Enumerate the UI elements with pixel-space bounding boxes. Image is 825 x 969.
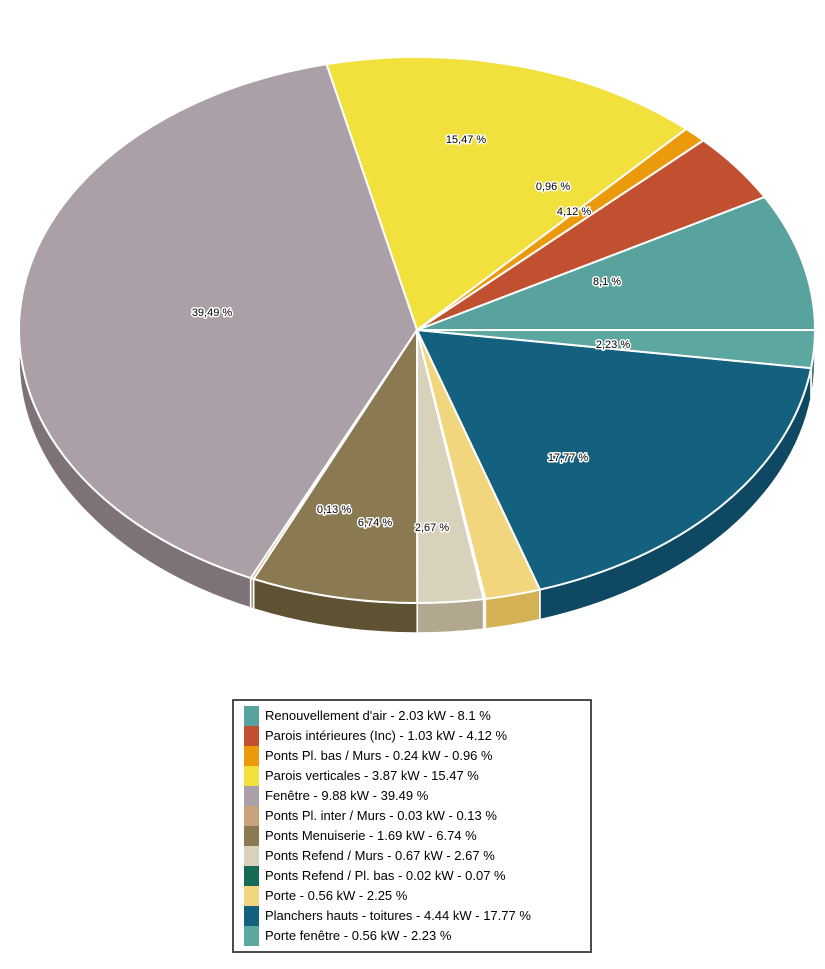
legend-label-ponts-refend-murs: Ponts Refend / Murs - 0.67 kW - 2.67 %	[265, 848, 495, 863]
legend-item-parois-verticales[interactable]: Parois verticales - 3.87 kW - 15.47 %	[244, 766, 582, 786]
legend-label-ponts-pl-inter-murs: Ponts Pl. inter / Murs - 0.03 kW - 0.13 …	[265, 808, 497, 823]
pie-slice-planchers-hauts-toitures[interactable]	[416, 329, 813, 591]
legend-item-parois-interieures[interactable]: Parois intérieures (Inc) - 1.03 kW - 4.1…	[244, 726, 582, 746]
pie-label-fenetre: 39,49 %	[192, 307, 233, 319]
legend-swatch-ponts-pl-bas-murs	[244, 746, 259, 766]
legend-item-fenetre[interactable]: Fenêtre - 9.88 kW - 39.49 %	[244, 786, 582, 806]
legend-item-porte[interactable]: Porte - 0.56 kW - 2.25 %	[244, 886, 582, 906]
legend-label-porte-fenetre: Porte fenêtre - 0.56 kW - 2.23 %	[265, 928, 452, 943]
legend-label-parois-interieures: Parois intérieures (Inc) - 1.03 kW - 4.1…	[265, 728, 508, 743]
pie-label-ponts-pl-inter-murs: 0,13 %	[317, 504, 351, 516]
legend-label-ponts-menuiserie: Ponts Menuiserie - 1.69 kW - 6.74 %	[265, 828, 477, 843]
pie-label-ponts-pl-bas-murs: 0,96 %	[536, 181, 570, 193]
legend-item-ponts-refend-pl-bas[interactable]: Ponts Refend / Pl. bas - 0.02 kW - 0.07 …	[244, 866, 582, 886]
legend-label-ponts-refend-pl-bas: Ponts Refend / Pl. bas - 0.02 kW - 0.07 …	[265, 868, 506, 883]
pie-slice-parois-verticales[interactable]	[325, 56, 688, 331]
pie-slice-porte-fenetre[interactable]	[416, 329, 816, 370]
pie-label-parois-interieures: 4,12 %	[557, 206, 591, 218]
legend-label-parois-verticales: Parois verticales - 3.87 kW - 15.47 %	[265, 768, 479, 783]
legend-swatch-porte	[244, 886, 259, 906]
legend-swatch-planchers-hauts-toitures	[244, 906, 259, 926]
legend-item-ponts-refend-murs[interactable]: Ponts Refend / Murs - 0.67 kW - 2.67 %	[244, 846, 582, 866]
legend-item-ponts-pl-inter-murs[interactable]: Ponts Pl. inter / Murs - 0.03 kW - 0.13 …	[244, 806, 582, 826]
pie-slice-fenetre[interactable]	[18, 63, 418, 580]
legend-swatch-ponts-refend-murs	[244, 846, 259, 866]
legend-item-porte-fenetre[interactable]: Porte fenêtre - 0.56 kW - 2.23 %	[244, 926, 582, 946]
pie-label-renouvellement-air: 8,1 %	[593, 276, 621, 288]
pie-label-parois-verticales: 15,47 %	[446, 134, 487, 146]
legend-item-ponts-pl-bas-murs[interactable]: Ponts Pl. bas / Murs - 0.24 kW - 0.96 %	[244, 746, 582, 766]
legend: Renouvellement d'air - 2.03 kW - 8.1 % Pa…	[232, 699, 592, 953]
legend-item-renouvellement-air[interactable]: Renouvellement d'air - 2.03 kW - 8.1 %	[244, 706, 582, 726]
legend-label-ponts-pl-bas-murs: Ponts Pl. bas / Murs - 0.24 kW - 0.96 %	[265, 748, 493, 763]
pie-chart: 8,1 % 4,12 % 0,96 % 15,47 % 39,49 % 0,13 % 6,7…	[18, 56, 816, 634]
pie-label-porte-fenetre: 2,23 %	[596, 339, 630, 351]
legend-swatch-fenetre	[244, 786, 259, 806]
legend-swatch-ponts-refend-pl-bas	[244, 866, 259, 886]
pie-slice-renouvellement-air[interactable]	[416, 195, 816, 331]
legend-label-porte: Porte - 0.56 kW - 2.25 %	[265, 888, 408, 903]
legend-label-planchers-hauts-toitures: Planchers hauts - toitures - 4.44 kW - 1…	[265, 908, 531, 923]
legend-swatch-renouvellement-air	[244, 706, 259, 726]
pie-slice-ponts-menuiserie[interactable]	[252, 329, 419, 605]
legend-swatch-ponts-menuiserie	[244, 826, 259, 846]
legend-label-renouvellement-air: Renouvellement d'air - 2.03 kW - 8.1 %	[265, 708, 491, 723]
legend-swatch-porte-fenetre	[244, 926, 259, 946]
legend-item-planchers-hauts-toitures[interactable]: Planchers hauts - toitures - 4.44 kW - 1…	[244, 906, 582, 926]
legend-item-ponts-menuiserie[interactable]: Ponts Menuiserie - 1.69 kW - 6.74 %	[244, 826, 582, 846]
legend-swatch-parois-verticales	[244, 766, 259, 786]
legend-swatch-parois-interieures	[244, 726, 259, 746]
pie-label-planchers-hauts-toitures: 17,77 %	[548, 452, 589, 464]
pie-label-ponts-refend-murs: 2,67 %	[415, 522, 449, 534]
legend-swatch-ponts-pl-inter-murs	[244, 806, 259, 826]
pie-slice-side-ponts-refend-murs	[416, 598, 485, 634]
pie-label-ponts-menuiserie: 6,74 %	[358, 517, 392, 529]
legend-label-fenetre: Fenêtre - 9.88 kW - 39.49 %	[265, 788, 429, 803]
